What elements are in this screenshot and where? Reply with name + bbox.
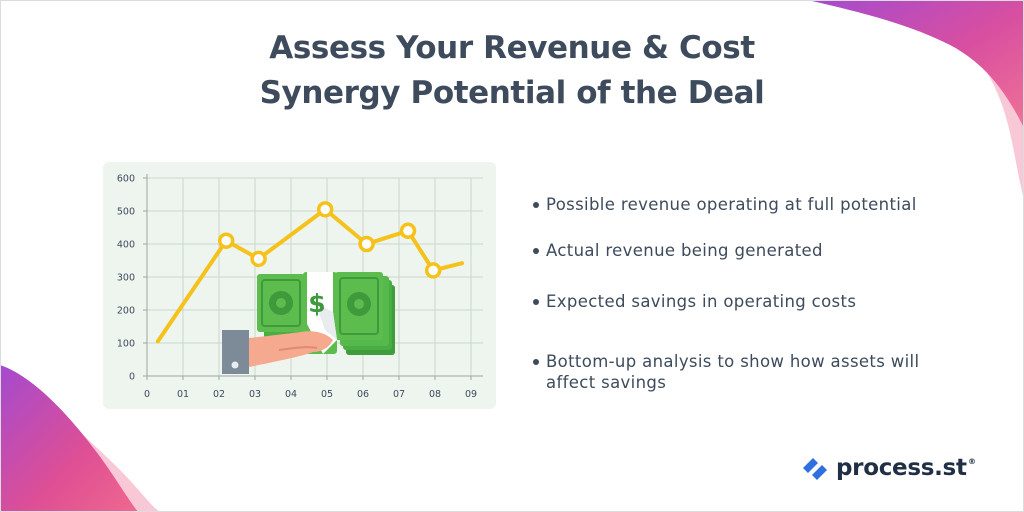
- page-title: Assess Your Revenue & Cost Synergy Poten…: [0, 26, 1024, 116]
- chart-axes: 0 100 200 300 400 500 600 0 01 02 03 04 05 06 07 08 09: [117, 174, 483, 400]
- bullet-icon: [533, 299, 539, 305]
- list-item: Expected savings in operating costs: [533, 291, 993, 312]
- x-tick-label: 03: [249, 389, 261, 400]
- x-tick-label: 06: [357, 389, 369, 400]
- chart-panel: 0 100 200 300 400 500 600 0 01 02 03 04 05 06 07 08 09 $: [103, 162, 496, 409]
- x-tick-label: 09: [465, 389, 477, 400]
- data-point: [250, 250, 267, 268]
- y-tick-label: 300: [117, 273, 135, 284]
- x-tick-label: 01: [177, 389, 189, 400]
- list-item: Bottom-up analysis to show how assets wi…: [533, 351, 933, 393]
- x-tick-label: 05: [321, 389, 333, 400]
- data-point: [358, 235, 375, 253]
- data-point: [316, 201, 334, 218]
- logo-wordmark: process.st ®: [836, 455, 976, 481]
- bullet-icon: [533, 202, 539, 208]
- data-point: [424, 262, 442, 279]
- bullet-icon: [533, 359, 539, 365]
- chart-series: [155, 201, 464, 344]
- page-title-line-1: Assess Your Revenue & Cost: [269, 30, 755, 66]
- data-point: [399, 222, 417, 240]
- page-title-line-2: Synergy Potential of the Deal: [259, 75, 765, 111]
- revenue-line-chart: 0 100 200 300 400 500 600 0 01 02 03 04 05 06 07 08 09 $: [117, 174, 483, 400]
- dollar-sign: $: [308, 289, 325, 318]
- x-tick-label: 04: [285, 389, 297, 400]
- y-tick-label: 400: [117, 240, 135, 251]
- process-st-logo-icon: [803, 458, 827, 480]
- registered-mark: ®: [967, 457, 976, 466]
- list-item: Possible revenue operating at full poten…: [533, 194, 993, 215]
- y-tick-label: 100: [117, 339, 135, 350]
- x-tick-label: 02: [213, 389, 225, 400]
- y-tick-label: 500: [117, 207, 135, 218]
- data-point: [217, 232, 235, 249]
- process-st-logo: process.st ®: [800, 452, 976, 484]
- hand-icon: [222, 330, 333, 374]
- y-tick-label: 200: [117, 306, 135, 317]
- x-tick-label: 08: [429, 389, 441, 400]
- x-tick-label: 0: [144, 389, 150, 400]
- x-tick-label: 07: [393, 389, 405, 400]
- y-tick-label: 0: [129, 372, 135, 383]
- y-tick-label: 600: [117, 174, 135, 185]
- bullet-icon: [533, 248, 539, 254]
- list-item: Actual revenue being generated: [533, 240, 993, 261]
